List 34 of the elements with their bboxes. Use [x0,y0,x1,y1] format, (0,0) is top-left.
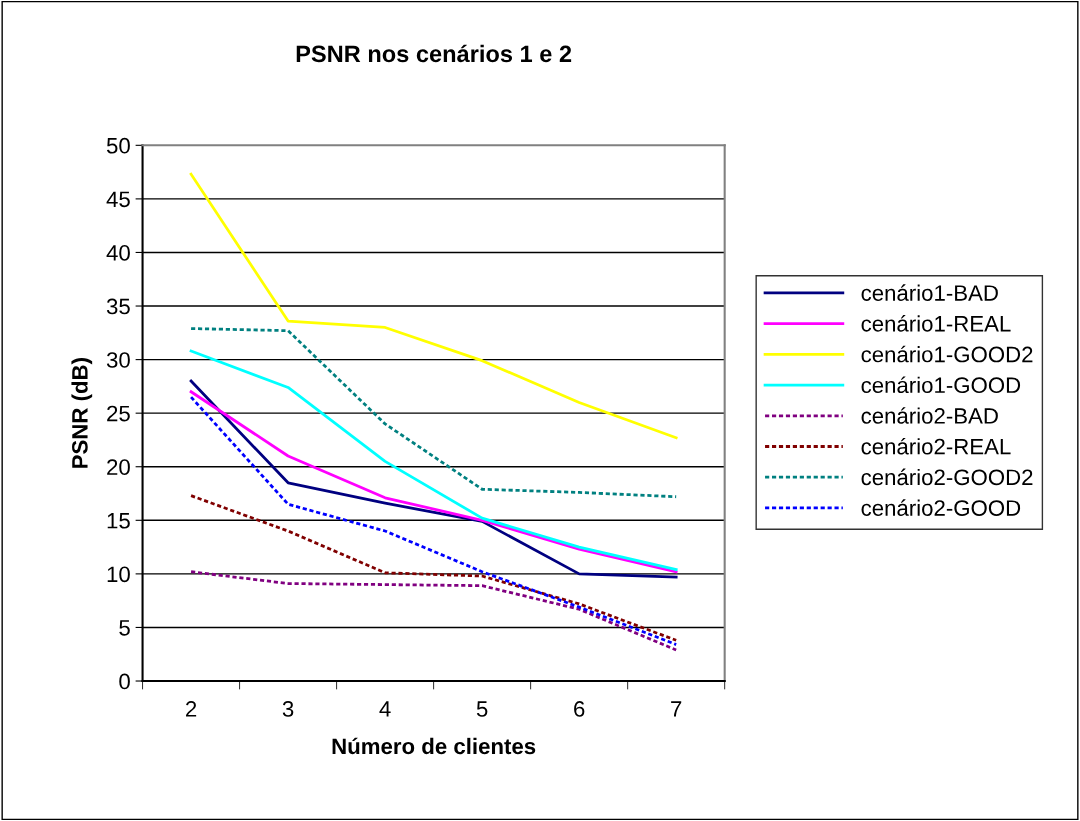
y-tick-label: 50 [106,137,130,154]
legend-label: cenário1-GOOD [861,376,1021,394]
legend-label: cenário2-GOOD [861,499,1021,516]
y-tick-label: 35 [106,298,130,315]
x-tick-label: 7 [671,701,682,717]
y-tick-label: 10 [107,566,130,583]
y-tick-label: 25 [107,405,130,422]
y-tick-label: 15 [107,513,130,529]
y-tick-label: 30 [106,352,130,368]
legend-label: cenário1-BAD [861,284,998,301]
line-series [189,349,678,571]
y-tick-label: 45 [106,191,130,208]
chart-title: PSNR nos cenários 1 e 2 [296,44,572,63]
legend-label: cenário1-REAL [861,315,1011,332]
line-series [189,494,678,642]
x-tick-label: 2 [186,701,197,717]
line-series [189,570,678,652]
x-tick-label: 4 [379,701,391,717]
line-series [189,395,678,646]
y-tick-label: 40 [106,244,130,261]
y-tick-label: 5 [119,620,130,636]
x-axis-title: Número de clientes [332,737,536,755]
legend-label: cenário1-GOOD2 [861,345,1033,363]
x-tick-label: 6 [574,701,585,717]
line-series [189,327,678,499]
y-axis-title: PSNR (dB) [71,358,93,468]
x-tick-label: 3 [282,701,294,717]
y-tick-label: 0 [119,673,130,690]
legend-label: cenário2-BAD [861,407,998,424]
line-series [189,172,678,440]
legend-label: cenário2-GOOD2 [861,468,1033,486]
x-tick-label: 5 [476,701,488,717]
y-tick-label: 20 [107,459,130,476]
legend-label: cenário2-REAL [861,437,1011,455]
